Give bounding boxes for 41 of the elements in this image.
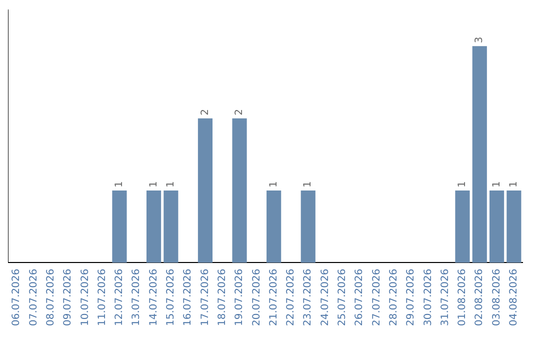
data-label: 1: [114, 181, 126, 188]
x-tick-label: 13.07.2026: [131, 268, 142, 326]
x-tick-label: 03.08.2026: [491, 268, 502, 326]
x-tick-label: 14.07.2026: [148, 268, 160, 326]
x-tick-label: 29.07.2026: [406, 268, 417, 326]
x-tick-label: 01.08.2026: [457, 268, 468, 326]
x-tick-label: 15.07.2026: [166, 268, 177, 326]
data-label: 1: [457, 181, 468, 188]
x-tick-label: 21.07.2026: [268, 268, 280, 326]
x-tick-label: 17.07.2026: [200, 268, 211, 326]
x-tick-label: 26.07.2026: [354, 268, 366, 326]
data-label: 1: [302, 181, 314, 188]
x-tick-label: 12.07.2026: [114, 268, 126, 326]
data-label: 1: [491, 181, 502, 188]
x-tick-label: 24.07.2026: [320, 268, 331, 326]
x-tick-label: 16.07.2026: [182, 268, 194, 326]
x-tick-label: 27.07.2026: [371, 268, 382, 326]
x-tick-label: 23.07.2026: [302, 268, 314, 326]
x-tick-label: 10.07.2026: [80, 268, 91, 326]
x-tick-label: 18.07.2026: [216, 268, 228, 326]
x-tick-label: 20.07.2026: [251, 268, 262, 326]
x-tick-label: 09.07.2026: [62, 268, 74, 326]
x-tick-label: 11.07.2026: [96, 268, 108, 326]
x-tick-label: 02.08.2026: [474, 268, 486, 326]
data-label: 1: [508, 181, 520, 188]
x-tick-label: 30.07.2026: [422, 268, 434, 326]
data-label: 2: [200, 108, 211, 116]
x-tick-label: 06.07.2026: [11, 268, 22, 326]
x-tick-label: 22.07.2026: [286, 268, 297, 326]
x-tick-label: 04.08.2026: [508, 268, 520, 326]
x-tick-label: 28.07.2026: [388, 268, 400, 326]
x-tick-label: 31.07.2026: [440, 268, 451, 326]
data-label: 1: [268, 181, 280, 188]
data-label: 1: [148, 181, 160, 188]
data-label: 3: [474, 36, 486, 44]
x-tick-label: 25.07.2026: [337, 268, 348, 326]
x-tick-label: 19.07.2026: [234, 268, 246, 326]
x-tick-label: 08.07.2026: [45, 268, 56, 326]
data-label: 2: [234, 108, 246, 116]
x-tick-label: 07.07.2026: [28, 268, 40, 326]
data-label: 1: [166, 181, 177, 188]
